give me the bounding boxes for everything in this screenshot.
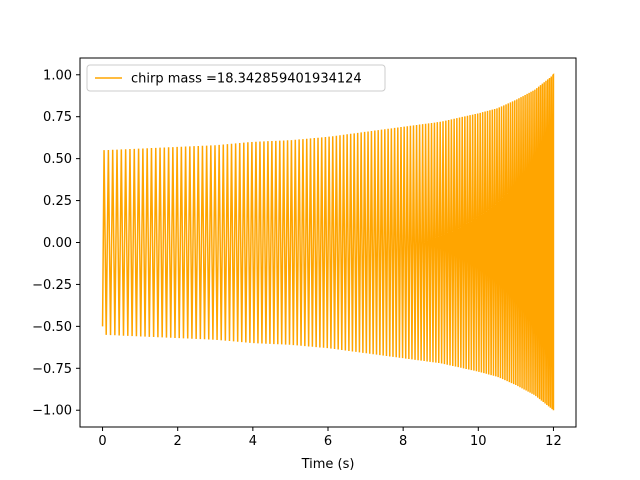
x-tick-label: 6 bbox=[324, 434, 332, 449]
x-tick-label: 0 bbox=[98, 434, 106, 449]
x-axis-label: Time (s) bbox=[301, 457, 355, 472]
y-tick-label: −0.50 bbox=[32, 320, 72, 335]
y-tick-label: 1.00 bbox=[43, 68, 72, 83]
x-tick-label: 8 bbox=[399, 434, 407, 449]
y-tick-label: 0.25 bbox=[43, 194, 72, 209]
y-tick-label: −0.75 bbox=[32, 362, 72, 377]
series-line-chirp bbox=[101, 73, 555, 411]
x-tick-label: 2 bbox=[174, 434, 182, 449]
y-tick-label: −1.00 bbox=[32, 404, 72, 419]
series-layer bbox=[101, 73, 555, 411]
x-tick-label: 12 bbox=[545, 434, 562, 449]
ticks-layer: 0 2 4 6 8 10 12 −1.00 −0.75 −0.50 −0.25 0.00 0.25 0.5… bbox=[32, 68, 562, 449]
legend-box bbox=[86, 64, 386, 92]
y-tick-label: 0.75 bbox=[43, 110, 72, 125]
legend: chirp mass =18.342859401934124 bbox=[86, 64, 386, 92]
y-tick-label: −0.25 bbox=[32, 278, 72, 293]
y-tick-label: 0.00 bbox=[43, 236, 72, 251]
axes-frame bbox=[79, 57, 577, 428]
x-tick-label: 10 bbox=[470, 434, 487, 449]
x-tick-label: 4 bbox=[249, 434, 257, 449]
legend-entry-label: chirp mass =18.342859401934124 bbox=[131, 72, 362, 87]
y-tick-label: 0.50 bbox=[43, 152, 72, 167]
